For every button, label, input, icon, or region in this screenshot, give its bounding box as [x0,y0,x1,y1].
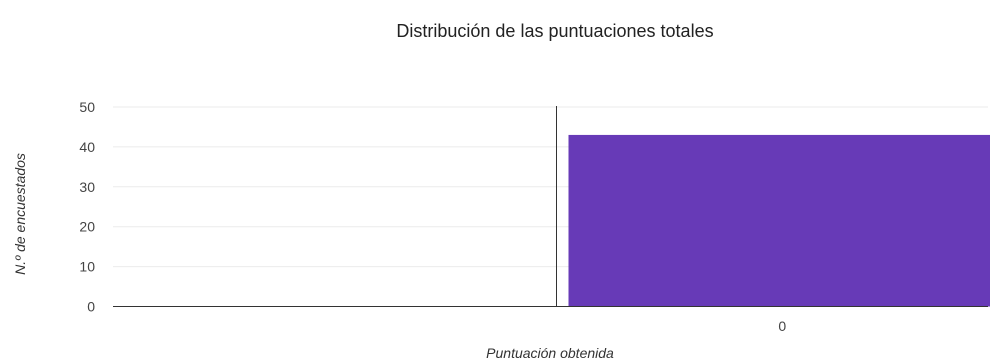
y-tick-label: 10 [79,259,95,275]
chart-title: Distribución de las puntuaciones totales [396,21,713,41]
x-tick-label: 0 [778,318,786,334]
y-axis-ticks: 0 10 20 30 40 50 [79,99,95,315]
y-tick-label: 40 [79,139,95,155]
x-axis-ticks: 0 [778,318,786,334]
y-tick-label: 30 [79,179,95,195]
y-tick-label: 20 [79,219,95,235]
y-axis-title: N.º de encuestados [12,153,28,275]
y-tick-label: 0 [87,299,95,315]
bars [568,134,990,307]
x-axis-title: Puntuación obtenida [486,345,614,361]
y-tick-label: 50 [79,99,95,115]
bar [568,134,990,307]
